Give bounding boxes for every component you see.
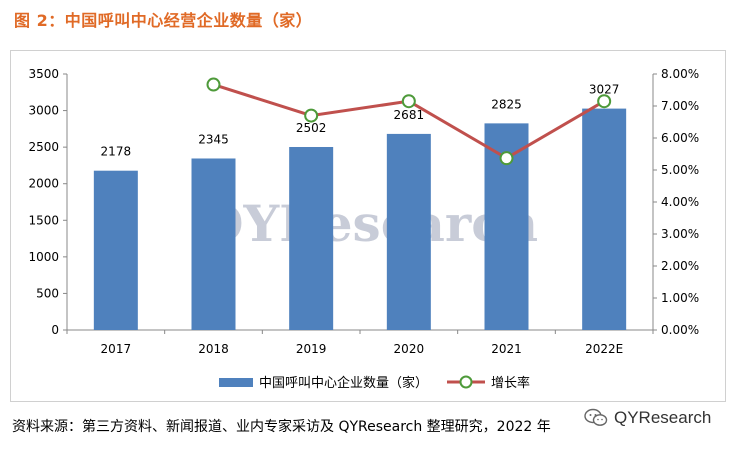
x-tick-label: 2019 [296,342,327,356]
legend-line-marker [459,375,473,389]
growth-rate-point [597,94,612,109]
y-right-tick-label: 6.00% [661,131,699,145]
y-right-tick-label: 5.00% [661,163,699,177]
legend-bar-swatch [219,378,253,387]
bar [289,146,334,330]
bar [191,158,236,330]
bar-value-label: 3027 [589,83,620,97]
y-right-tick-label: 3.00% [661,227,699,241]
y-left-tick-label: 3000 [28,104,59,118]
bar-value-label: 2345 [198,132,229,146]
x-tick-label: 2020 [394,342,425,356]
x-tick-label: 2017 [101,342,132,356]
y-left-tick-label: 1500 [28,213,59,227]
y-left-tick-label: 2000 [28,177,59,191]
chart-frame: QYResearch 0 500 1000 1500 2000 2500 3000 3500 0… [10,50,726,402]
growth-rate-point [206,77,221,92]
y-right-tick-label: 4.00% [661,195,699,209]
bar [93,170,138,330]
y-right-tick-label: 7.00% [661,99,699,113]
bar-value-label: 2681 [394,108,425,122]
legend-line-label: 增长率 [491,375,530,391]
bar-value-label: 2825 [491,97,522,111]
source-note: 资料来源：第三方资料、新闻报道、业内专家采访及 QYResearch 整理研究，… [12,419,551,435]
x-tick-label: 2018 [198,342,229,356]
brand-text: QYResearch [614,408,712,427]
figure-title: 图 2：中国呼叫中心经营企业数量（家） [14,11,313,30]
y-right-tick-label: 8.00% [661,67,699,81]
growth-rate-point [499,151,514,166]
brand-logo: QYResearch [584,408,711,428]
growth-rate-point [401,94,416,109]
y-left-tick-label: 1000 [28,250,59,264]
bar-value-label: 2178 [101,145,132,159]
bar [386,133,431,330]
y-right-tick-label: 2.00% [661,259,699,273]
legend-bar-label: 中国呼叫中心企业数量（家） [259,375,428,391]
x-tick-label: 2021 [491,342,522,356]
bar-value-label: 2502 [296,121,327,135]
y-left-tick-label: 3500 [28,67,59,81]
wechat-icon [584,408,608,426]
combo-chart: QYResearch 0 500 1000 1500 2000 2500 3000 3500 0… [28,67,699,391]
y-left-tick-label: 0 [51,323,59,337]
y-left-tick-label: 500 [36,286,59,300]
growth-rate-point [304,108,319,123]
x-tick-label: 2022E [585,342,623,356]
y-left-tick-label: 2500 [28,140,59,154]
bar [582,108,627,330]
y-right-tick-label: 1.00% [661,291,699,305]
y-right-tick-label: 0.00% [661,323,699,337]
watermark-text: QYResearch [200,194,538,253]
